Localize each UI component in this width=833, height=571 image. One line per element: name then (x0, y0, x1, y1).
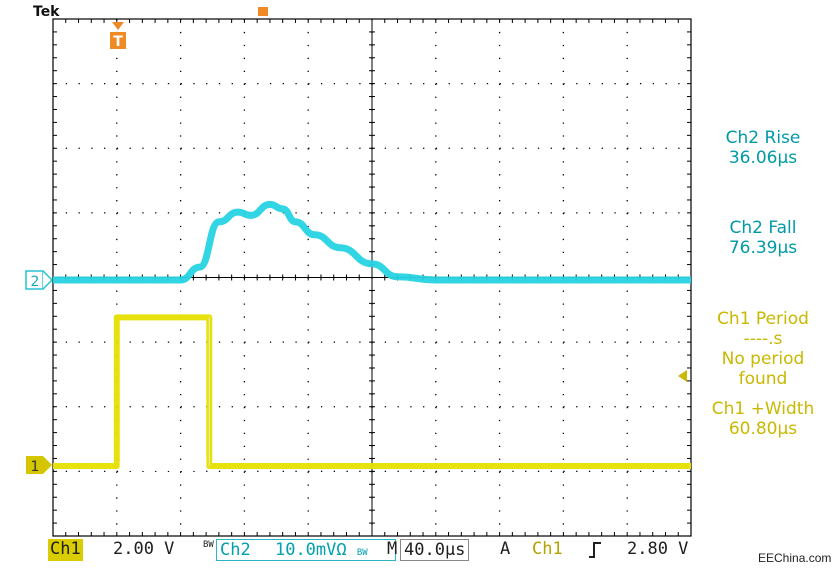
trigger-marker-label: T (113, 34, 123, 50)
measurement-note: No period (721, 349, 805, 369)
trigger-position-marker: T (110, 22, 126, 50)
ch2-volts-per-div: 10.0mVΩ (274, 540, 347, 560)
watermark: EEChina.com (758, 551, 832, 565)
waveform-traces (53, 200, 691, 471)
measurement-value: 60.80µs (728, 419, 798, 439)
ch1-marker-label: 1 (31, 459, 40, 475)
acquisition-mode: A (500, 539, 511, 559)
measurement-ch2-fall: Ch2 Fall 76.39µs (693, 218, 833, 258)
measurement-label: Ch1 +Width (711, 399, 815, 419)
ch2-settings-box: Ch2 10.0mVΩ BW (216, 539, 396, 561)
header-trigger-position-icon (258, 7, 268, 16)
ch1-label-box: Ch1 (48, 539, 83, 561)
trigger-source: Ch1 (532, 539, 563, 559)
ch1-volts-per-div: 2.00 V (113, 539, 175, 559)
ch2-marker-label: 2 (31, 274, 40, 290)
measurement-ch1-period: Ch1 Period ----.s No period found (693, 309, 833, 389)
ch1-bandwidth-limit-indicator: BW (203, 540, 214, 550)
measurement-ch1-width: Ch1 +Width 60.80µs (693, 399, 833, 439)
trigger-level: 2.80 V (627, 539, 689, 559)
measurement-label: Ch2 Rise (725, 128, 801, 148)
ch1-trace (53, 314, 691, 469)
rising-edge-icon (589, 542, 601, 558)
ch2-ground-marker: 2 (25, 270, 54, 290)
trigger-level-icon (678, 370, 687, 382)
ch2-bandwidth-limit-indicator: BW (356, 548, 368, 558)
timebase-scale: 40.0µs (400, 539, 470, 561)
header-brand: Tek (33, 4, 60, 20)
ch1-ground-marker: 1 (26, 456, 52, 475)
measurement-label: Ch2 Fall (729, 218, 797, 238)
measurement-ch2-rise: Ch2 Rise 36.06µs (693, 128, 833, 168)
ch2-label: Ch2 (220, 540, 251, 560)
measurement-value: 36.06µs (728, 148, 798, 168)
timebase-prefix: M (387, 539, 398, 559)
ch2-trace (53, 200, 691, 284)
measurement-note: found (738, 369, 788, 389)
measurement-value: 76.39µs (728, 238, 798, 258)
ch1-trace-gap (119, 461, 207, 471)
measurement-value: ----.s (743, 329, 783, 349)
measurement-label: Ch1 Period (717, 309, 809, 329)
